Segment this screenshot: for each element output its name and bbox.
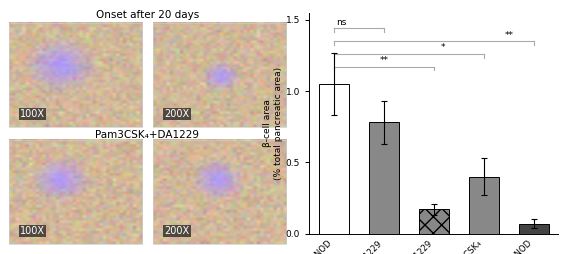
Bar xyxy=(519,224,548,234)
Text: 200X: 200X xyxy=(164,226,189,236)
Bar xyxy=(153,23,286,127)
Bar xyxy=(319,84,349,234)
Text: 100X: 100X xyxy=(20,109,45,119)
Text: **: ** xyxy=(505,30,514,40)
Text: 100X: 100X xyxy=(20,226,45,236)
Bar xyxy=(419,210,448,234)
Bar xyxy=(469,177,498,234)
Bar xyxy=(369,122,399,234)
Y-axis label: β-cell area
(% total pancreatic area): β-cell area (% total pancreatic area) xyxy=(264,67,283,180)
Text: Onset after 20 days: Onset after 20 days xyxy=(96,10,199,20)
Text: 200X: 200X xyxy=(164,109,189,119)
Bar xyxy=(153,140,286,244)
Text: Pam3CSK₄+DA1229: Pam3CSK₄+DA1229 xyxy=(95,130,200,140)
Bar xyxy=(9,23,142,127)
Text: ns: ns xyxy=(336,18,346,27)
Text: *: * xyxy=(441,43,446,52)
Text: **: ** xyxy=(379,56,388,65)
Bar xyxy=(9,140,142,244)
